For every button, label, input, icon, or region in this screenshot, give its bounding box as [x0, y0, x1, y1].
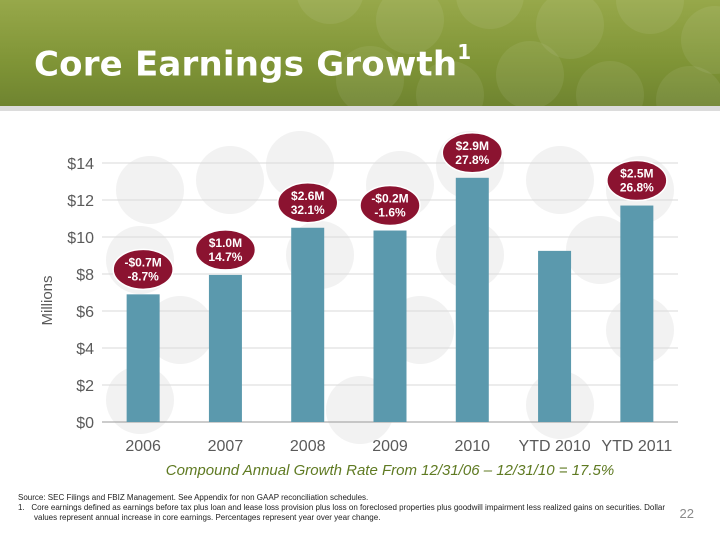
callout-bubble: [276, 182, 339, 224]
footnote: 1. Core earnings defined as earnings bef…: [18, 503, 673, 523]
bar: [373, 230, 407, 422]
y-tick-label: $10: [67, 230, 94, 247]
callout-bubble: [606, 159, 668, 202]
callout-bubble: [441, 132, 504, 174]
bar: [538, 250, 572, 422]
bar: [126, 294, 160, 422]
footnote-marker: 1.: [18, 503, 25, 512]
y-tick-label: $8: [76, 267, 94, 284]
header-divider: [0, 106, 720, 111]
callout-label: -$0.2M: [371, 192, 408, 206]
x-tick-label: YTD 2010: [519, 438, 591, 455]
background-circle: [566, 216, 634, 284]
footer-notes: Source: SEC Filings and FBIZ Management.…: [18, 493, 673, 523]
callout-label: $2.9M: [456, 139, 489, 153]
x-tick-label: 2006: [125, 438, 161, 455]
y-tick-label: $2: [76, 378, 94, 395]
x-tick-label: 2009: [372, 438, 408, 455]
callout-bubble: [194, 229, 257, 271]
x-tick-label: YTD 2011: [601, 438, 672, 455]
background-circle: [116, 156, 184, 224]
x-tick-label: 2010: [454, 438, 490, 455]
callout-label: 26.8%: [620, 181, 654, 195]
callout-label: -8.7%: [127, 269, 159, 283]
y-tick-label: $4: [76, 341, 94, 358]
slide-title-text: Core Earnings Growth: [34, 44, 458, 85]
callout-label: 32.1%: [291, 203, 325, 217]
y-axis-title: Millions: [39, 275, 56, 325]
bar: [291, 227, 325, 422]
callout-bubble: [359, 184, 421, 227]
background-circle: [196, 146, 264, 214]
header-band: Core Earnings Growth1: [0, 0, 720, 106]
callout-label: $2.6M: [291, 189, 324, 203]
callout-label: -$0.7M: [124, 255, 161, 269]
footnote-text: Core earnings defined as earnings before…: [31, 503, 666, 522]
callout-label: -1.6%: [374, 206, 406, 220]
bar: [455, 177, 489, 422]
callout-bubble: [112, 248, 174, 291]
y-tick-label: $6: [76, 304, 94, 321]
background-circle: [266, 131, 334, 199]
y-tick-label: $0: [76, 415, 94, 432]
y-tick-label: $12: [67, 193, 94, 210]
callout-label: $1.0M: [209, 236, 242, 250]
bar: [620, 205, 654, 422]
x-tick-label: 2007: [208, 438, 244, 455]
callout-label: $2.5M: [620, 167, 653, 181]
x-tick-label: 2008: [290, 438, 326, 455]
background-circle: [146, 296, 214, 364]
source-note: Source: SEC Filings and FBIZ Management.…: [18, 493, 369, 502]
cagr-caption: Compound Annual Growth Rate From 12/31/0…: [165, 462, 615, 479]
background-circle: [526, 146, 594, 214]
bar: [208, 274, 242, 422]
callout-label: 14.7%: [208, 250, 242, 264]
callout-label: 27.8%: [455, 153, 489, 167]
y-tick-label: $14: [67, 156, 94, 173]
slide-title: Core Earnings Growth1: [34, 40, 471, 85]
page-number: 22: [679, 506, 694, 521]
title-footnote-marker: 1: [457, 40, 472, 64]
header-circle-pattern: [297, 0, 720, 106]
